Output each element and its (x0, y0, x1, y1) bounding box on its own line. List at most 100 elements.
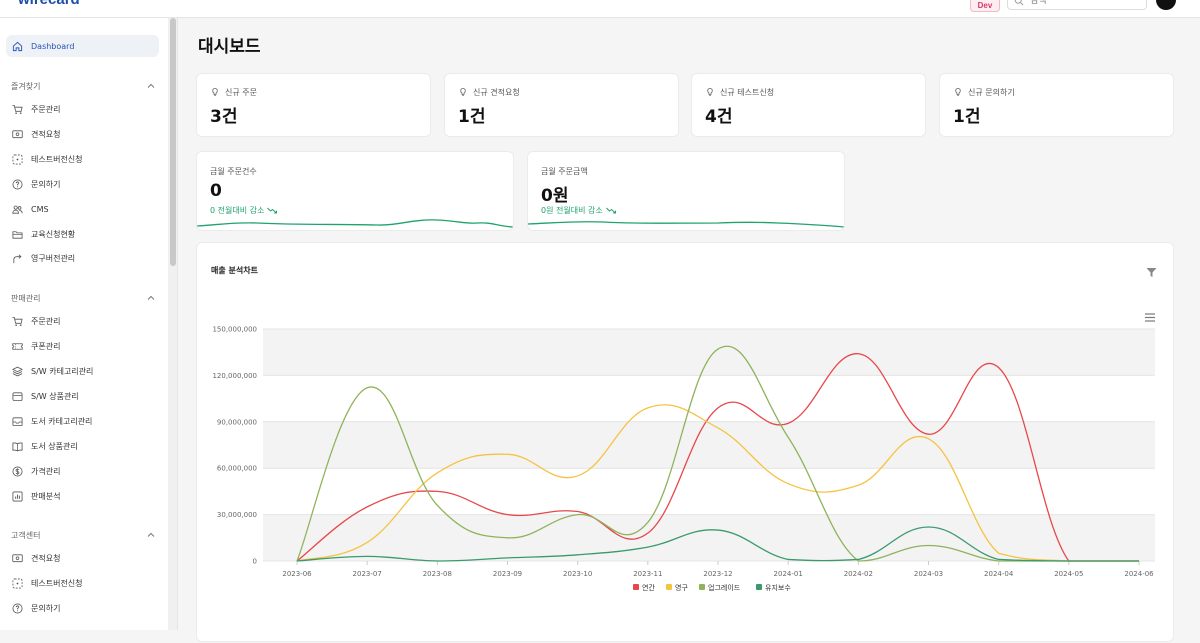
search-input[interactable] (1007, 0, 1147, 10)
monthly-amount-card: 금월 주문금액 0원 0원 전월대비 감소 (527, 151, 845, 231)
legend-label[interactable]: 업그레이드 (708, 583, 741, 592)
stat-value: 4건 (705, 107, 733, 127)
sidebar-scrollbar[interactable] (168, 18, 178, 630)
filter-icon[interactable] (1146, 267, 1157, 278)
monthly-orders-card: 금월 주문건수 0 0 전월대비 감소 (196, 151, 514, 231)
chart-title: 매출 분석차트 (211, 266, 258, 275)
stat-label: 신규 주문 (225, 88, 257, 97)
monthly-delta: 0원 전월대비 감소 (541, 205, 617, 216)
sidebar-item-cs-test-version[interactable]: 테스트버전신청 (12, 576, 83, 590)
chevron-up-icon (147, 295, 155, 300)
y-tick-label: 60,000,000 (217, 465, 257, 473)
lightbulb-icon (707, 88, 713, 97)
search-icon (1014, 0, 1024, 6)
monthly-delta: 0 전월대비 감소 (210, 205, 278, 216)
series-line-4[interactable] (296, 526, 1139, 562)
sidebar-item-sales-analysis[interactable]: 판매분석 (12, 489, 60, 503)
sidebar-item-label: S/W 카테고리관리 (31, 366, 94, 376)
section-header-customer-center[interactable]: 고객센터 (11, 530, 156, 542)
sidebar-item-favorites-cms[interactable]: CMS (12, 202, 49, 216)
bar-chart-icon (12, 491, 23, 501)
monthly-value: 0원 (541, 186, 569, 206)
y-tick-label: 120,000,000 (212, 372, 257, 380)
sidebar-item-label: 주문관리 (31, 316, 61, 326)
sidebar-item-label: 문의하기 (31, 179, 61, 189)
x-tick-label: 2024-05 (1054, 570, 1083, 578)
sidebar-item-cs-quotes[interactable]: 견적요청 (12, 551, 60, 565)
chart-grid (263, 328, 1155, 562)
sidebar-item-sales-book-category[interactable]: 도서 카테고리관리 (12, 414, 92, 428)
stat-label: 신규 테스트신청 (720, 88, 775, 97)
monitor-icon (12, 553, 23, 562)
legend-swatch (699, 584, 705, 590)
inbox-icon (12, 416, 23, 426)
legend-label[interactable]: 연간 (642, 583, 655, 592)
sidebar-item-sales-orders[interactable]: 주문관리 (12, 314, 60, 328)
main-content: 대시보드 신규 주문 3건 신규 견적요청 1건 신규 테스트신청 4건 신규 … (178, 18, 1200, 642)
sidebar-item-sales-sw-category[interactable]: S/W 카테고리관리 (12, 364, 93, 378)
x-tick-label: 2024-06 (1124, 570, 1154, 578)
series-line-1[interactable] (296, 353, 1139, 562)
y-axis: 0 30,000,000 60,000,000 90,000,000 120,000,0… (212, 326, 257, 566)
grid-band (263, 329, 1155, 376)
stat-card-new-inquiries[interactable]: 신규 문의하기 1건 (939, 73, 1174, 137)
stat-label: 신규 문의하기 (968, 88, 1015, 97)
app-logo[interactable]: wirecard (18, 0, 80, 8)
sidebar-item-cs-inquiry[interactable]: 문의하기 (12, 601, 60, 615)
lightbulb-icon (212, 88, 218, 97)
monthly-label: 금월 주문금액 (541, 167, 588, 176)
x-tick-label: 2023-08 (423, 570, 452, 578)
sparkline-amount (528, 221, 844, 228)
stat-card-new-test-requests[interactable]: 신규 테스트신청 4건 (691, 73, 926, 137)
stat-card-new-quotes[interactable]: 신규 견적요청 1건 (444, 73, 679, 137)
sidebar-item-dashboard[interactable]: Dashboard (12, 39, 74, 53)
sidebar-item-sales-book-products[interactable]: 도서 상품관리 (12, 439, 78, 453)
series-line-3[interactable] (296, 345, 1139, 562)
sidebar-item-favorites-quotes[interactable]: 견적요청 (12, 127, 60, 141)
x-tick-label: 2023-06 (282, 570, 312, 578)
monthly-value: 0 (210, 181, 222, 201)
chart-legend: 연간 영구 업그레이드 유지보수 (633, 583, 791, 592)
cart-icon (12, 104, 23, 114)
user-avatar[interactable] (1156, 0, 1176, 10)
y-tick-label: 0 (253, 558, 257, 566)
cart-icon (12, 316, 23, 326)
sidebar-item-sales-sw-products[interactable]: S/W 상품관리 (12, 389, 79, 403)
stat-value: 1건 (458, 107, 486, 127)
sidebar-item-label: 가격관리 (31, 466, 61, 476)
section-header-favorites[interactable]: 즐겨찾기 (11, 81, 156, 93)
x-tick-label: 2024-03 (914, 570, 943, 578)
x-tick-label: 2024-04 (984, 570, 1014, 578)
grid-band (263, 514, 1155, 561)
share-icon (13, 254, 22, 263)
sidebar-item-favorites-orders[interactable]: 주문관리 (12, 102, 60, 116)
sidebar-item-label: 견적요청 (31, 129, 61, 139)
section-header-sales[interactable]: 판매관리 (11, 293, 156, 305)
legend-label[interactable]: 영구 (675, 583, 688, 592)
sidebar-item-label: 도서 상품관리 (31, 441, 78, 451)
legend-label[interactable]: 유지보수 (765, 583, 791, 592)
x-axis: 2023-06 2023-07 2023-08 2023-09 2023-10 2023-… (282, 561, 1154, 578)
sidebar-item-label: 영구버전관리 (31, 253, 76, 263)
sidebar-item-label: 주문관리 (31, 104, 61, 114)
series-line-2[interactable] (296, 404, 1139, 562)
section-title: 즐겨찾기 (11, 82, 41, 91)
chevron-up-icon (147, 83, 155, 88)
sidebar-item-favorites-test-version[interactable]: 테스트버전신청 (12, 152, 83, 166)
sidebar-item-label: CMS (31, 204, 49, 214)
sidebar-item-favorites-inquiry[interactable]: 문의하기 (12, 177, 60, 191)
chart-menu-icon[interactable] (1145, 313, 1155, 322)
scrollbar-thumb[interactable] (170, 18, 176, 266)
dollar-icon (12, 466, 23, 476)
x-tick-label: 2023-11 (633, 570, 662, 578)
stat-card-new-orders[interactable]: 신규 주문 3건 (196, 73, 431, 137)
sidebar-item-favorites-perpetual[interactable]: 영구버전관리 (12, 251, 75, 265)
sidebar-item-favorites-education[interactable]: 교육신청현황 (12, 227, 75, 241)
help-circle-icon (12, 603, 23, 613)
sidebar-item-sales-pricing[interactable]: 가격관리 (12, 464, 60, 478)
box-icon (12, 391, 23, 401)
top-bar: wirecard Dev (0, 0, 1200, 18)
sidebar-item-sales-coupons[interactable]: 쿠폰관리 (12, 339, 60, 353)
home-icon (12, 41, 23, 51)
lightbulb-icon (955, 88, 961, 97)
